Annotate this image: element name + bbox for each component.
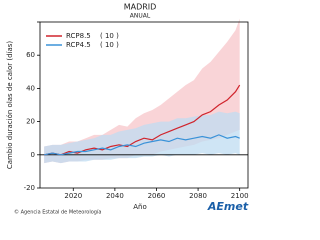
line (44, 134, 240, 156)
line (44, 84, 241, 156)
x-tick-label: 2080 (189, 192, 207, 200)
y-tick-label: 0 (31, 151, 35, 159)
legend-label: RCP8.5 (66, 32, 91, 40)
chart-title: MADRID (124, 3, 157, 12)
y-tick-label: 20 (26, 118, 35, 126)
x-axis-label: Año (133, 203, 147, 211)
y-tick-label: 40 (26, 84, 35, 92)
plot-frame (39, 21, 249, 189)
y-axis-label: Cambio duración olas de calor (días) (6, 41, 14, 170)
chart-subtitle: ANUAL (130, 13, 151, 20)
chart: MADRID ANUAL Año Cambio duración olas de… (6, 3, 249, 216)
logo: AEmet (207, 200, 249, 213)
footer: © Agencia Estatal de Meteorología (14, 209, 101, 216)
x-tick-label: 2100 (231, 192, 249, 200)
y-tick-label: 60 (26, 51, 35, 59)
legend-label: RCP4.5 (66, 41, 91, 49)
legend-note: ( 10 ) (100, 32, 119, 40)
x-tick-label: 2060 (148, 192, 166, 200)
y-tick-label: -20 (24, 184, 35, 192)
x-tick-label: 2020 (64, 192, 82, 200)
legend-note: ( 10 ) (100, 41, 119, 49)
x-tick-label: 2040 (106, 192, 124, 200)
